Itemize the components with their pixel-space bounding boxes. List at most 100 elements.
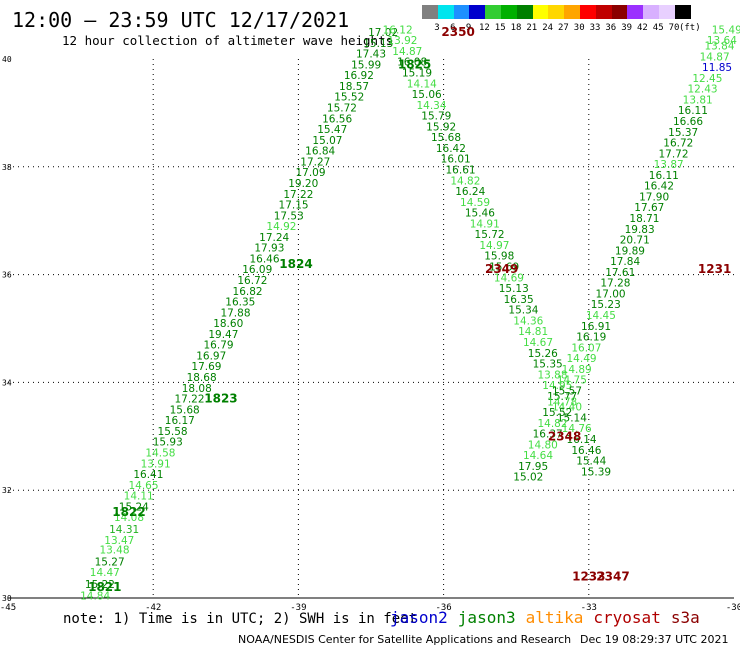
color-scale-swatch [611, 5, 628, 19]
color-scale-swatch [674, 5, 691, 19]
swh-value-label: 14.40 [552, 402, 582, 414]
x-tick-label: -30 [726, 603, 740, 613]
swh-value-label: 15.52 [334, 92, 364, 104]
swh-value-label: 15.93 [153, 437, 183, 449]
swh-value-label: 13.92 [387, 35, 417, 47]
swh-value-label: 17.27 [300, 156, 330, 168]
swh-value-label: 15.24 [119, 501, 149, 513]
swh-value-label: 16.42 [644, 181, 674, 193]
swh-value-label: 14.92 [266, 221, 296, 233]
generated-timestamp: Dec 19 08:29:37 UTC 2021 [580, 633, 729, 646]
color-scale-swatch [437, 5, 454, 19]
y-tick-label: 38 [2, 163, 12, 172]
swh-value-label: 14.58 [145, 447, 175, 459]
footer-note: note: 1) Time is in UTC; 2) SWH is in fe… [63, 611, 418, 627]
y-tick-label: 34 [2, 378, 12, 387]
color-scale-label: 21 [526, 23, 538, 33]
swh-value-label: 12.45 [692, 73, 722, 85]
swh-value-label: 14.69 [494, 272, 524, 284]
swh-value-label: 16.42 [436, 143, 466, 155]
color-scale-swatch [643, 5, 659, 19]
swh-value-label: 14.11 [124, 491, 154, 503]
swh-value-label: 16.35 [225, 297, 255, 309]
swh-value-label: 16.09 [242, 264, 272, 276]
time-label: 2348 [548, 429, 581, 443]
swh-value-label: 16.46 [571, 445, 601, 457]
swh-value-label: 14.82 [537, 418, 567, 430]
swh-value-label: 15.92 [426, 121, 456, 133]
legend-item-cryosat: cryosat [593, 608, 661, 627]
swh-value-label: 17.67 [634, 202, 664, 214]
swh-value-label: 14.31 [109, 524, 139, 536]
color-scale-label: 30 [573, 23, 585, 33]
swh-value-label: 17.69 [191, 361, 221, 373]
y-tick-label: 36 [2, 271, 12, 280]
swh-value-label: 15.23 [591, 299, 621, 311]
swh-value-label: 13.88 [537, 369, 567, 381]
swh-value-label: 13.87 [654, 159, 684, 171]
swh-value-label: 15.47 [317, 124, 347, 136]
color-scale-swatch [422, 5, 438, 19]
time-label: 2347 [596, 569, 629, 583]
swh-value-label: 16.08 [397, 57, 427, 69]
swh-value-label: 14.36 [513, 315, 543, 327]
swh-value-label: 15.69 [489, 262, 519, 274]
swh-value-label: 14.76 [562, 423, 592, 435]
color-scale-label: 70 [668, 23, 680, 33]
swh-value-label: 16.97 [196, 350, 226, 362]
swh-value-label: 16.72 [237, 275, 267, 287]
swh-value-label: 15.52 [542, 407, 572, 419]
color-scale-swatch [501, 5, 517, 19]
swh-value-label: 16.46 [249, 253, 279, 265]
swh-value-label: 15.34 [508, 305, 538, 317]
swh-value-label: 15.79 [421, 111, 451, 123]
color-scale-swatch [548, 5, 565, 19]
color-scale-swatch [516, 5, 533, 19]
swh-value-label: 17.61 [605, 267, 635, 279]
swh-value-label: 15.26 [528, 348, 558, 360]
swh-value-label: 14.97 [479, 240, 509, 252]
x-tick-label: -42 [145, 603, 161, 613]
swh-value-label: 20.71 [620, 235, 650, 247]
color-scale-swatch [532, 5, 549, 19]
color-scale-label: 6 [450, 23, 456, 33]
swh-value-label: 18.57 [339, 81, 369, 93]
legend-item-jason3: jason3 [457, 608, 516, 627]
color-scale-swatch [595, 5, 612, 19]
swh-value-label: 18.60 [213, 318, 243, 330]
color-scale-label: 9 [465, 23, 472, 33]
swh-value-label: 13.47 [104, 535, 134, 547]
x-tick-label: -39 [290, 603, 306, 613]
swh-value-label: 17.22 [174, 394, 204, 406]
swh-value-label: 15.13 [499, 283, 529, 295]
y-tick-label: 30 [2, 594, 12, 603]
swh-value-label: 16.11 [649, 170, 679, 182]
swh-value-label: 14.59 [460, 197, 490, 209]
time-label: 1823 [204, 392, 237, 406]
chart-subtitle: 12 hour collection of altimeter wave hei… [62, 33, 394, 48]
swh-value-label: 15.02 [513, 472, 543, 484]
color-scale-swatch [453, 5, 470, 19]
swh-value-label: 14.75 [557, 375, 587, 387]
swh-value-label: 15.37 [668, 127, 698, 139]
swh-value-label: 17.00 [596, 288, 626, 300]
color-scale-label: 27 [557, 23, 569, 33]
swh-value-label: 16.72 [663, 138, 693, 150]
swh-value-label: 17.95 [518, 461, 548, 473]
swh-value-label: 19.20 [288, 178, 318, 190]
swh-value-label: 14.84 [80, 590, 110, 602]
swh-value-label: 14.49 [567, 353, 597, 365]
swh-value-label: 13.64 [707, 35, 737, 47]
swh-value-label: 15.58 [158, 426, 188, 438]
swh-value-label: 16.92 [344, 70, 374, 82]
swh-value-label: 16.79 [204, 340, 234, 352]
swh-value-label: 17.09 [295, 167, 325, 179]
time-label: 1821 [88, 580, 121, 594]
color-scale-label: 3 [434, 23, 440, 33]
swh-value-label: 19.47 [208, 329, 238, 341]
credit-text: NOAA/NESDIS Center for Satellite Applica… [238, 633, 572, 646]
swh-value-label: 16.11 [678, 105, 708, 117]
swh-value-label: 15.13 [363, 38, 393, 50]
color-scale-swatch [564, 5, 580, 19]
swh-value-label: 19.89 [615, 245, 645, 257]
